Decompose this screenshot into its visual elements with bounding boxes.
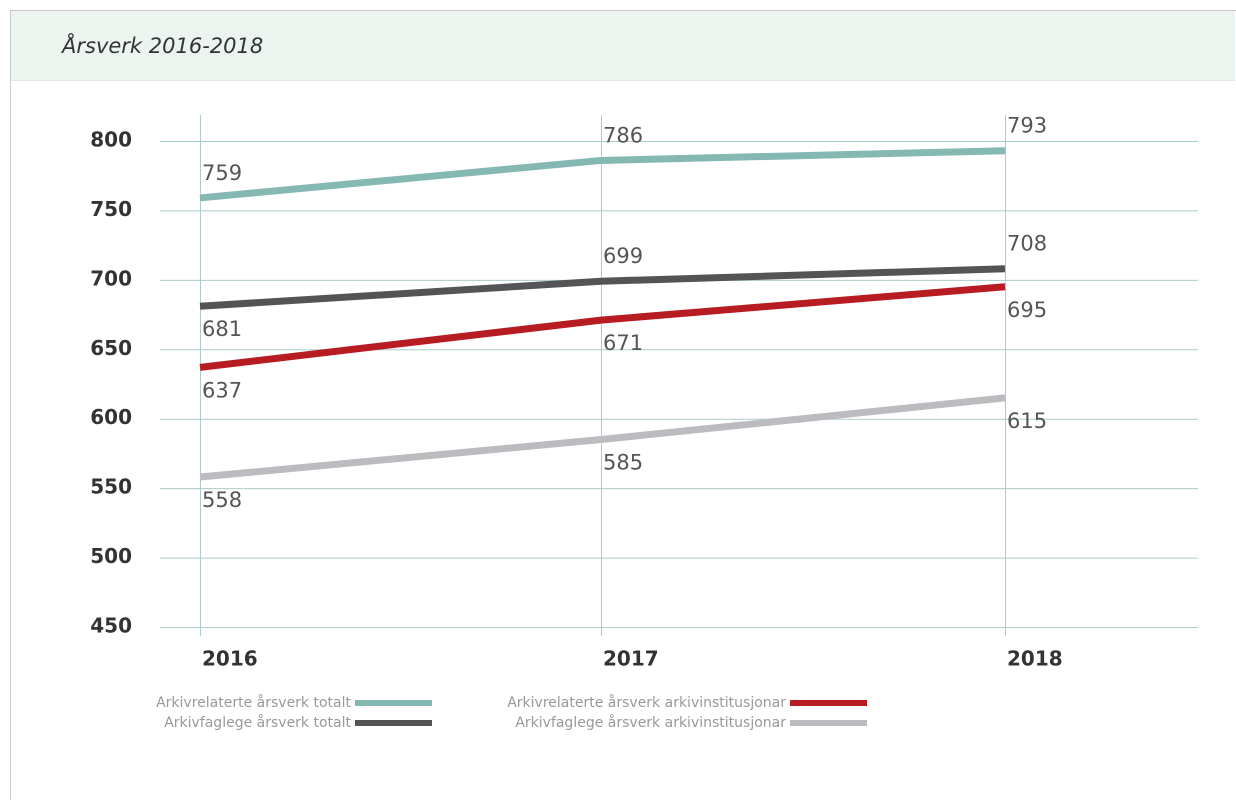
value-label: 671: [603, 331, 643, 355]
chart-title: Årsverk 2016-2018: [60, 32, 263, 58]
legend-label: Arkivfaglege årsverk totalt: [164, 714, 351, 731]
x-tick-label: 2018: [1007, 647, 1063, 671]
y-tick-label: 550: [90, 475, 132, 499]
value-label: 615: [1007, 409, 1047, 433]
legend-label: Arkivrelaterte årsverk totalt: [156, 694, 351, 711]
y-tick-label: 750: [90, 197, 132, 221]
y-tick-label: 500: [90, 544, 132, 568]
legend-label: Arkivfaglege årsverk arkivinstitusjonar: [515, 714, 786, 731]
value-label: 558: [202, 488, 242, 512]
value-label: 637: [202, 378, 242, 402]
value-label: 708: [1007, 232, 1047, 256]
value-label: 786: [603, 123, 643, 147]
y-tick-label: 600: [90, 405, 132, 429]
y-tick-label: 650: [90, 336, 132, 360]
value-label: 699: [603, 244, 643, 268]
legend-label: Arkivrelaterte årsverk arkivinstitusjona…: [507, 694, 786, 711]
y-tick-label: 800: [90, 128, 132, 152]
y-tick-label: 700: [90, 266, 132, 290]
value-label: 793: [1007, 114, 1047, 138]
value-label: 759: [202, 161, 242, 185]
y-tick-label: 450: [90, 614, 132, 638]
value-label: 695: [1007, 298, 1047, 322]
x-tick-label: 2016: [202, 647, 258, 671]
value-label: 585: [603, 451, 643, 475]
value-label: 681: [202, 317, 242, 341]
x-tick-label: 2017: [603, 647, 659, 671]
